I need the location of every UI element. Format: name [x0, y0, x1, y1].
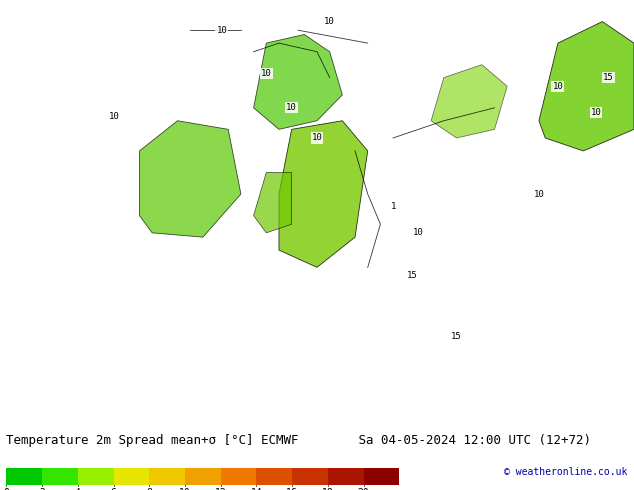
Text: 10: 10 [179, 488, 191, 490]
Polygon shape [254, 172, 292, 233]
Text: 10: 10 [217, 25, 227, 35]
Text: 14: 14 [250, 488, 262, 490]
Polygon shape [139, 121, 241, 237]
Polygon shape [254, 34, 342, 129]
Text: 18: 18 [322, 488, 334, 490]
Text: 12: 12 [215, 488, 226, 490]
Bar [221, 467, 257, 485]
Bar [292, 467, 328, 485]
Text: 10: 10 [534, 190, 544, 198]
Text: 6: 6 [110, 488, 117, 490]
Text: 1: 1 [391, 202, 396, 212]
Text: 2: 2 [39, 488, 45, 490]
Text: 16: 16 [287, 488, 298, 490]
Text: 10: 10 [261, 69, 271, 78]
Text: 10: 10 [312, 133, 322, 143]
Bar [78, 467, 113, 485]
Polygon shape [279, 121, 368, 268]
Bar [149, 467, 185, 485]
Text: 8: 8 [146, 488, 152, 490]
Bar [185, 467, 221, 485]
Polygon shape [431, 65, 507, 138]
Text: 10: 10 [553, 82, 563, 91]
Bar [328, 467, 364, 485]
Bar [257, 467, 292, 485]
Text: © weatheronline.co.uk: © weatheronline.co.uk [504, 467, 628, 477]
Text: 15: 15 [407, 271, 417, 280]
Text: 10: 10 [287, 103, 297, 112]
Bar [364, 467, 399, 485]
Text: Temperature 2m Spread mean+σ [°C] ECMWF        Sa 04-05-2024 12:00 UTC (12+72): Temperature 2m Spread mean+σ [°C] ECMWF … [6, 434, 592, 447]
Bar [42, 467, 78, 485]
Text: 0: 0 [3, 488, 10, 490]
Text: 15: 15 [451, 332, 462, 341]
Bar [113, 467, 149, 485]
Text: 15: 15 [604, 73, 614, 82]
Text: 10: 10 [109, 112, 119, 121]
Text: 10: 10 [413, 228, 424, 237]
Text: 10: 10 [325, 17, 335, 26]
Bar [6, 467, 42, 485]
Text: 4: 4 [75, 488, 81, 490]
Text: 20: 20 [358, 488, 370, 490]
Text: 10: 10 [591, 108, 601, 117]
Polygon shape [539, 22, 634, 151]
